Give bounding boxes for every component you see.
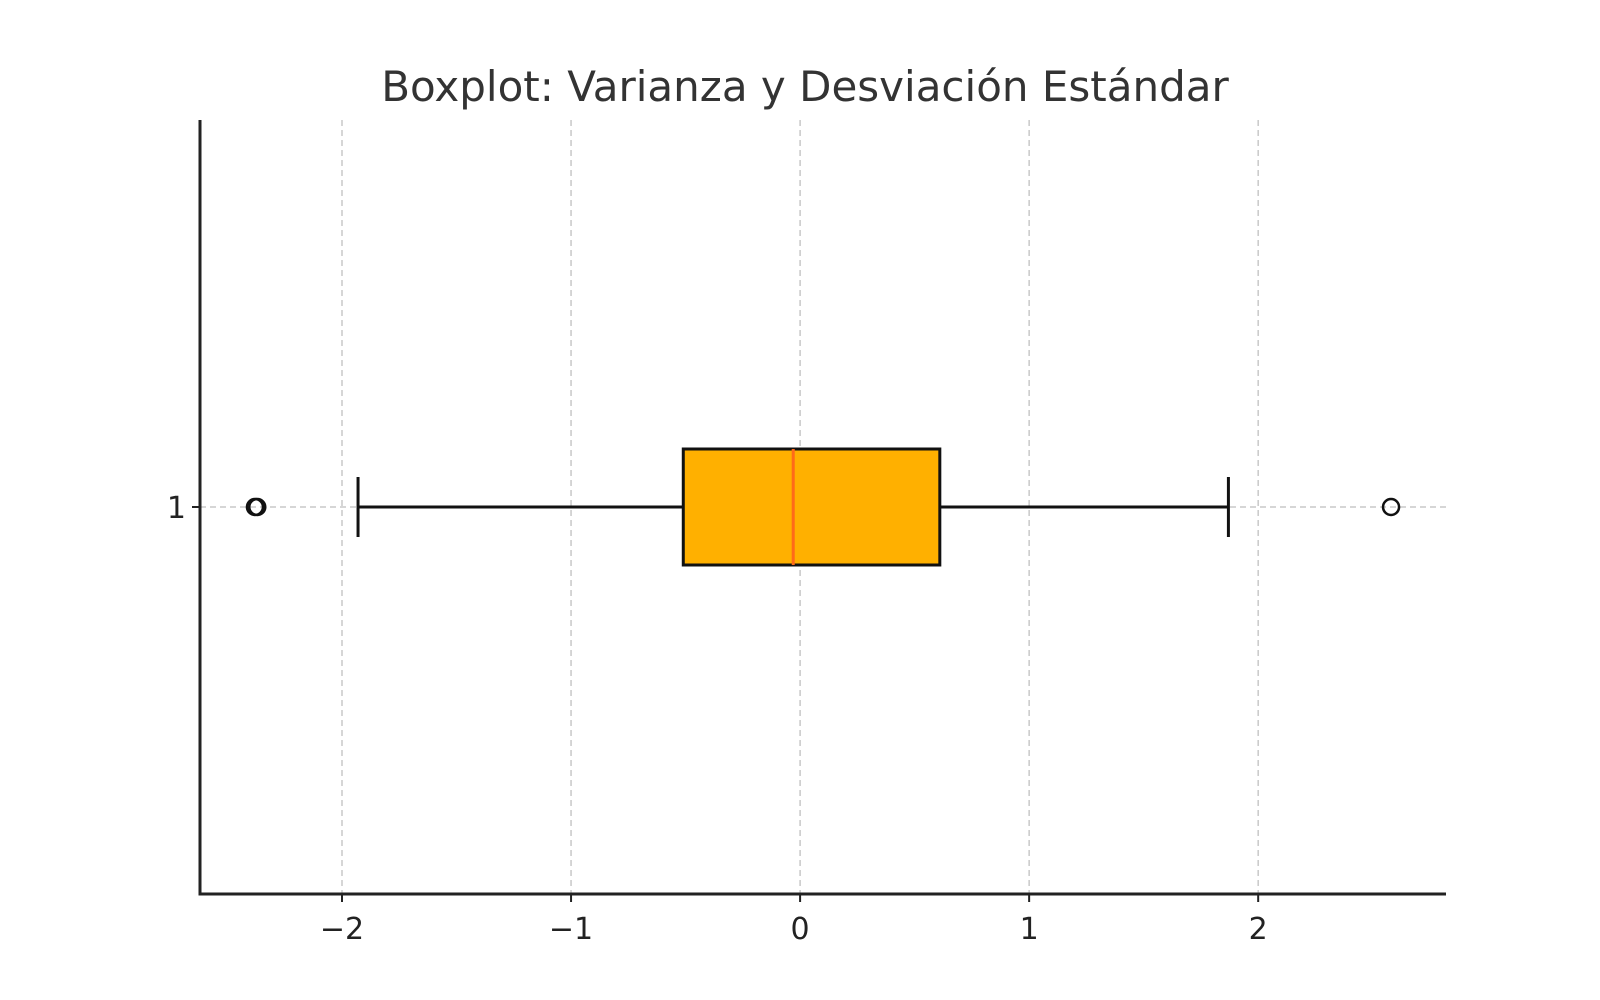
x-tick-label: 0 bbox=[791, 912, 810, 947]
x-tick-label: 1 bbox=[1020, 912, 1039, 947]
outlier-point bbox=[248, 497, 267, 517]
chart-title: Boxplot: Varianza y Desviación Estándar bbox=[381, 62, 1229, 111]
x-tick-label: 2 bbox=[1249, 912, 1268, 947]
y-tick-label: 1 bbox=[167, 491, 186, 526]
outlier-point bbox=[1381, 497, 1401, 517]
x-tick-label: −2 bbox=[320, 912, 364, 947]
box-iqr bbox=[681, 447, 942, 567]
tick-layer: −2 −1 0 1 2 1 bbox=[167, 491, 1268, 947]
x-tick-label: −1 bbox=[549, 912, 593, 947]
box-layer bbox=[245, 447, 1401, 567]
